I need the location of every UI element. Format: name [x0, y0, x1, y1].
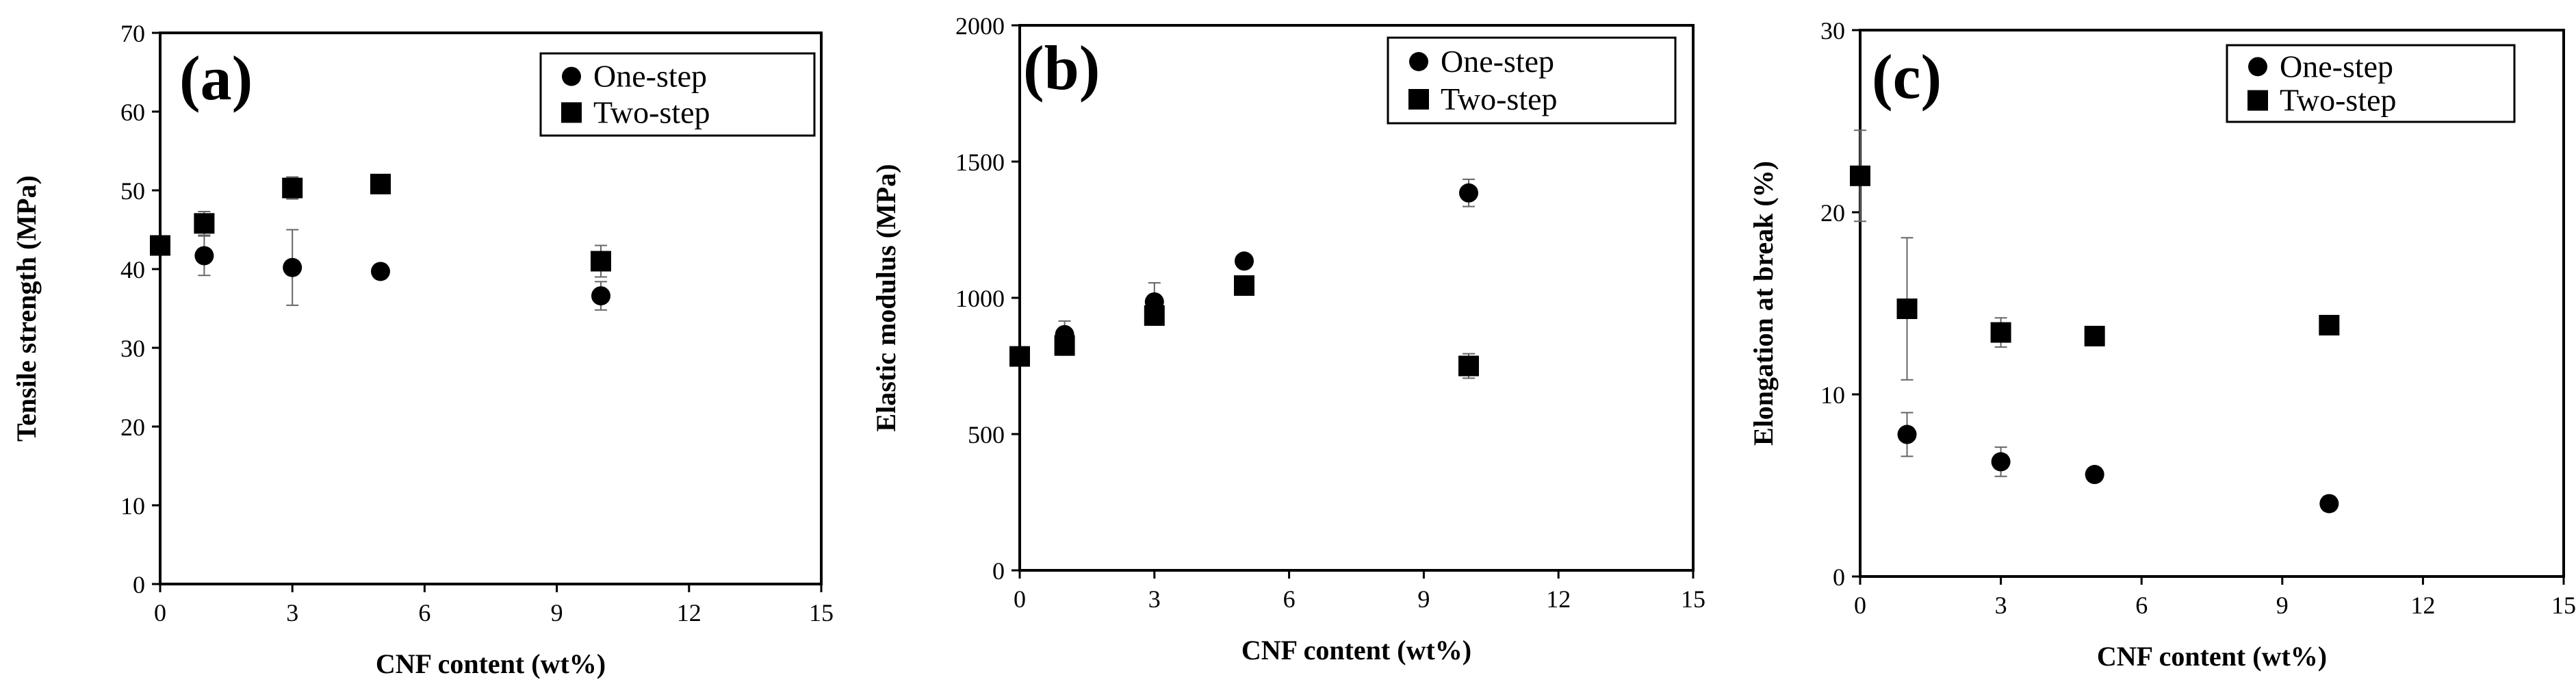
y-tick-label: 0 — [133, 571, 145, 598]
one-step-point — [1459, 183, 1478, 203]
two-step-point — [370, 173, 391, 194]
x-tick-label: 6 — [2135, 592, 2148, 619]
y-tick-label: 50 — [120, 177, 145, 205]
x-tick-label: 0 — [1014, 585, 1026, 613]
legend-entry-label: Two-step — [1441, 81, 1558, 116]
legend-entry-label: Two-step — [593, 94, 710, 129]
y-tick-label: 2000 — [955, 12, 1005, 40]
y-axis-label: Tensile strength (MPa) — [11, 175, 42, 442]
legend-square-marker — [1408, 89, 1429, 110]
y-tick-label: 10 — [120, 492, 145, 520]
legend-box — [2226, 44, 2516, 123]
legend-entry-label: Two-step — [2280, 83, 2397, 118]
y-tick-label: 20 — [120, 414, 145, 441]
one-step-point — [283, 257, 302, 277]
two-step-point — [150, 235, 170, 256]
x-tick-label: 15 — [809, 599, 834, 626]
plot-frame — [1859, 29, 2565, 578]
y-tick-label: 30 — [120, 335, 145, 362]
legend-circle-marker — [562, 66, 581, 86]
x-tick-label: 12 — [677, 599, 701, 626]
y-tick-label: 10 — [1820, 381, 1845, 409]
two-step-point — [591, 251, 611, 272]
x-tick-label: 0 — [1854, 592, 1866, 619]
x-tick-label: 6 — [1283, 585, 1296, 613]
x-tick-label: 3 — [1148, 585, 1161, 613]
one-step-point — [1991, 452, 2011, 472]
x-axis-label: CNF content (wt%) — [2097, 641, 2327, 672]
x-tick-label: 9 — [1417, 585, 1430, 613]
legend-box — [1387, 36, 1677, 125]
y-tick-label: 1500 — [955, 149, 1005, 176]
y-axis-label: Elongation at break (%) — [1748, 161, 1779, 446]
one-step-point — [1897, 424, 1917, 444]
legend-entry-label: One-step — [593, 59, 707, 94]
x-tick-label: 6 — [418, 599, 430, 626]
y-tick-label: 70 — [120, 20, 145, 47]
legend-entry-label: One-step — [2280, 49, 2393, 84]
legend-entry-label: One-step — [1441, 44, 1554, 79]
one-step-point — [591, 286, 610, 306]
panel-c-chart: 0 3 6 9 12 15 0 10 20 30 CNF content (wt%) Elongati… — [1748, 17, 2576, 672]
panel-a-chart: 0 3 6 9 12 15 0 10 20 30 40 50 60 70 CNF content (wt%)… — [11, 20, 834, 679]
two-step-point — [1896, 298, 1918, 319]
y-axis-label: Elastic modulus (MPa) — [871, 164, 901, 431]
legend-box — [539, 52, 816, 137]
panel-label: (a) — [179, 43, 253, 113]
y-tick-label: 0 — [992, 557, 1005, 585]
panel-label: (c) — [1872, 42, 1942, 112]
two-step-point — [282, 177, 303, 199]
x-tick-label: 9 — [551, 599, 563, 626]
x-axis-label: CNF content (wt%) — [1241, 635, 1471, 666]
x-tick-label: 15 — [1681, 585, 1705, 613]
two-step-point — [1054, 335, 1075, 356]
two-step-point — [194, 213, 215, 234]
panel-label: (b) — [1023, 33, 1100, 103]
x-tick-label: 3 — [1995, 592, 2007, 619]
legend-square-marker — [561, 102, 582, 123]
two-step-point — [2319, 314, 2340, 335]
one-step-point — [194, 246, 214, 266]
y-tick-label: 40 — [120, 256, 145, 283]
y-tick-label: 1000 — [955, 285, 1005, 312]
two-step-point — [1850, 165, 1870, 186]
one-step-point — [2319, 494, 2339, 514]
legend-circle-marker — [2248, 57, 2267, 77]
y-tick-label: 500 — [968, 421, 1005, 448]
y-tick-label: 60 — [120, 99, 145, 126]
one-step-point — [1235, 251, 1254, 271]
legend-circle-marker — [1409, 52, 1428, 71]
x-tick-label: 12 — [2410, 592, 2435, 619]
y-tick-label: 20 — [1820, 199, 1845, 227]
panel-b-chart: 0 3 6 9 12 15 0 500 1000 1500 2000 CNF content (wt%… — [871, 12, 1705, 666]
two-step-point — [2084, 325, 2105, 346]
one-step-point — [2085, 465, 2104, 485]
two-step-point — [1234, 275, 1254, 296]
x-axis-label: CNF content (wt%) — [376, 648, 606, 679]
plot-frame — [159, 31, 823, 585]
one-step-point — [371, 262, 390, 281]
y-tick-label: 30 — [1820, 17, 1845, 45]
x-tick-label: 15 — [2551, 592, 2576, 619]
y-tick-label: 0 — [1833, 563, 1845, 591]
legend-square-marker — [2247, 90, 2268, 111]
two-step-point — [1458, 355, 1479, 377]
two-step-point — [1144, 305, 1165, 326]
x-tick-label: 9 — [2276, 592, 2289, 619]
x-tick-label: 3 — [286, 599, 298, 626]
two-step-point — [1009, 346, 1030, 367]
x-tick-label: 0 — [154, 599, 166, 626]
two-step-point — [1990, 322, 2011, 343]
x-tick-label: 12 — [1546, 585, 1571, 613]
